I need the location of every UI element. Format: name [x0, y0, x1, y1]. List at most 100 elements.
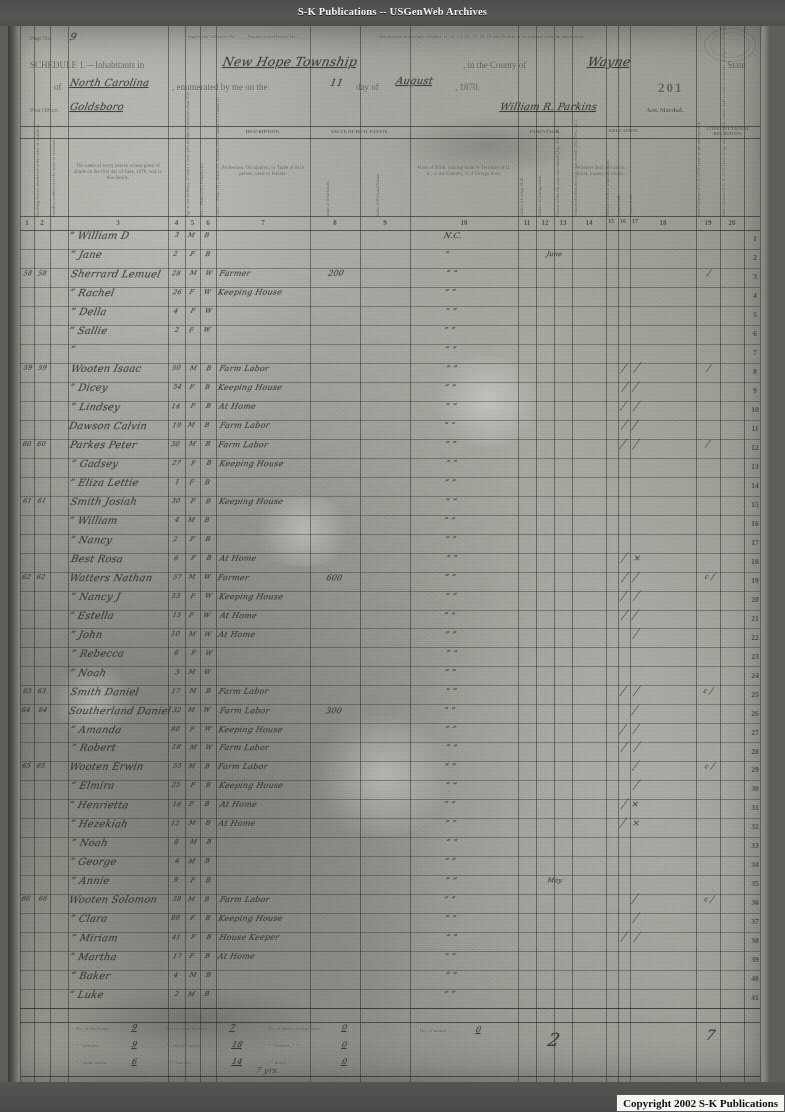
cell-dwelling: 66	[20, 894, 32, 903]
row-rule	[20, 286, 760, 288]
colnum-10: 10	[460, 219, 468, 227]
cell-occupation: Farmer	[218, 268, 252, 279]
sheet-stamp: 201	[658, 80, 684, 95]
marshal-label: Asst. Marshal.	[646, 108, 684, 114]
cell-name: ” Luke	[67, 990, 105, 1002]
row-number-right: 1	[753, 234, 757, 244]
cell-cannot-read: ╱	[620, 743, 628, 754]
summary-white-females-value: 7	[229, 1023, 237, 1032]
cell-birthplace: ”	[444, 250, 451, 260]
cell-color: W	[202, 325, 212, 334]
row-rule	[20, 400, 760, 402]
row-rule	[20, 780, 760, 782]
row-rule	[20, 761, 760, 763]
cell-occupation: Farm Labor	[219, 420, 271, 430]
row-number-right: 19	[751, 575, 759, 585]
cell-age: 30	[170, 439, 181, 448]
row-rule	[20, 647, 760, 649]
cell-color: B	[204, 857, 211, 866]
row-rule	[20, 666, 760, 668]
cell-occupation: Farm Labor	[219, 705, 271, 715]
cell-occupation: Keeping House	[218, 496, 285, 506]
cell-color: B	[204, 914, 212, 923]
year-label: , 1870.	[455, 82, 480, 92]
cell-birthplace: ” ”	[443, 420, 457, 430]
cell-birthplace: ” ”	[444, 306, 458, 316]
row-rule	[20, 742, 760, 744]
summary-families-value: 9	[131, 1040, 139, 1049]
cell-color: W	[204, 306, 213, 315]
cell-occupation: At Home	[217, 951, 256, 962]
cell-age: 50	[171, 363, 182, 372]
row-number-right: 2	[753, 253, 757, 263]
enumerator-note: Enumerator must enter columns 11, 12, 13…	[380, 34, 586, 39]
cell-age: 17	[170, 686, 182, 695]
colnum-2: 2	[40, 219, 44, 227]
cell-name: ” Clara	[68, 913, 109, 926]
cell-cannot-write: ╱	[631, 572, 640, 583]
colnum-4: 4	[174, 219, 179, 227]
cell-birthplace: ” ”	[444, 724, 458, 734]
row-number-right: 8	[753, 367, 757, 376]
cell-cannot-read: ╱	[619, 724, 627, 735]
header-col3: The name of every person whose place of …	[74, 164, 162, 181]
row-number-right: 38	[751, 936, 759, 946]
cell-age: 28	[171, 269, 182, 278]
cell-cannot-write: ╱	[631, 421, 639, 432]
watermark-bottom: Copyright 2002 S-K Publications	[616, 1094, 785, 1112]
group-parentage-caption: PARENTAGE.	[529, 129, 561, 134]
row-number-right: 15	[751, 499, 759, 509]
row-number-right: 34	[751, 860, 759, 870]
cell-name: Southerland Daniel	[67, 705, 173, 717]
cell-color: B	[203, 231, 211, 240]
cell-name: Wooten Isaac	[69, 363, 143, 375]
header-col6: Color.—White (W), Black (B), Mulatto (M)…	[215, 97, 220, 217]
cell-birthplace: ” ”	[445, 269, 459, 279]
cell-occupation: Keeping House	[218, 781, 285, 791]
cell-family: 58	[37, 269, 48, 278]
cell-name: ” William D	[67, 230, 131, 243]
summary-white-males-label: ” ” white males,	[76, 1060, 108, 1065]
cell-name: ” Elmira	[69, 781, 116, 793]
cell-age: 6	[173, 648, 180, 657]
office-stamp	[704, 28, 756, 62]
cell-occupation: Keeping House	[217, 287, 284, 297]
cell-family: 60	[36, 439, 47, 448]
cell-name: ” Noah	[68, 667, 108, 679]
cell-birthplace: ” ”	[443, 989, 457, 999]
county-label: , in the County of	[463, 60, 527, 70]
cell-birthplace: ” ”	[445, 933, 459, 943]
header-col1: Dwelling-houses numbered in the order of…	[35, 125, 40, 217]
row-rule	[20, 989, 760, 991]
cell-occupation: Farmer	[217, 572, 250, 582]
cell-age: 2	[172, 249, 179, 258]
cell-age: 80	[170, 724, 181, 733]
cell-name: Smith Josiah	[69, 496, 139, 508]
cell-male-citizen: c ╱	[704, 572, 716, 581]
cell-cannot-write: ╱	[632, 686, 641, 697]
day-label: day of	[356, 82, 379, 92]
cell-birthplace: ” ”	[443, 762, 457, 772]
row-rule	[20, 343, 760, 345]
cell-month-born: May	[546, 876, 564, 885]
row-number-right: 27	[751, 727, 759, 737]
row-rule	[20, 552, 760, 554]
cell-name: ” William	[67, 515, 119, 527]
group-education-caption: EDUCATION.	[609, 128, 639, 133]
watermark-bottom-text: Copyright 2002 S-K Publications	[623, 1098, 778, 1110]
cell-family: 63	[36, 686, 48, 695]
summary-colored-females-label: ” ” ” females,	[166, 1060, 193, 1065]
row-number-right: 26	[751, 708, 759, 718]
cell-age: 10	[170, 629, 181, 638]
cell-color: B	[203, 895, 211, 904]
cell-birthplace: ” ”	[444, 629, 458, 639]
cell-birthplace: ” ”	[444, 914, 458, 924]
district-instruction: Supervisor's District No. ____ Enumerati…	[188, 34, 308, 39]
census-sheet: Page No. 9 Supervisor's District No. ___…	[8, 26, 770, 1086]
cell-age: 12	[170, 819, 181, 828]
cell-birthplace: ” ”	[443, 515, 457, 525]
summary-foreign-females-label: ” ” females, ” ”	[268, 1043, 298, 1048]
cell-color: W	[203, 724, 213, 733]
cell-male-citizen: c ╱	[703, 762, 716, 771]
row-rule	[20, 837, 760, 839]
